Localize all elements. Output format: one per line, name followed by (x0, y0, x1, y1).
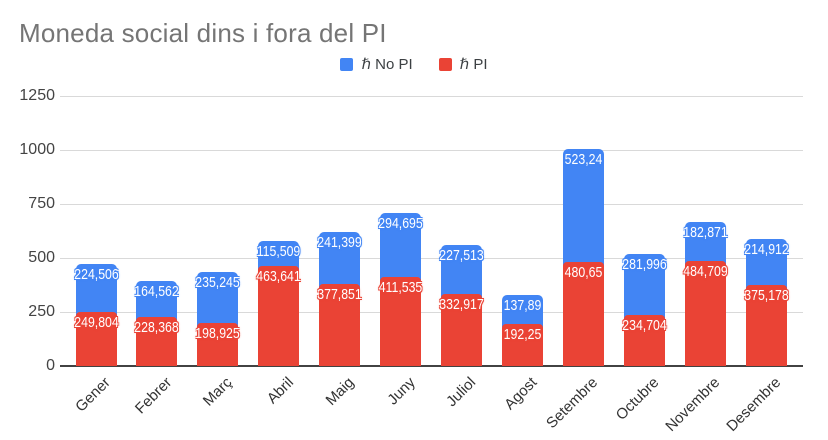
bar-segment-no-pi (684, 221, 726, 268)
gridline (60, 96, 803, 97)
stacked-bar: 182,871 484,709 (683, 221, 727, 366)
legend-swatch-blue-icon (340, 57, 354, 71)
bar-value-label-no-pi: 214,912 (743, 240, 789, 258)
bar-value-label-pi: 463,641 (256, 267, 301, 285)
gridline (60, 312, 803, 313)
stacked-bar: 115,509 463,641 (256, 240, 301, 366)
x-category-label: Octubre (612, 374, 663, 424)
bar-segment-pi (258, 265, 300, 366)
bar-value-label-pi: 192,25 (503, 326, 542, 344)
legend-swatch-red-icon (438, 57, 452, 71)
bar-value-label-pi: 234,704 (621, 317, 667, 335)
x-category-label: Setembre (543, 374, 602, 433)
bar-value-label-no-pi: 224,506 (73, 265, 119, 283)
chart-title: Moneda social dins i fora del PI (19, 18, 387, 48)
y-tick-label: 750 (28, 195, 55, 212)
bar-segment-no-pi (75, 263, 117, 319)
bar-value-label-no-pi: 241,399 (317, 234, 362, 252)
bar-value-label-pi: 228,368 (134, 318, 180, 336)
x-axis-line (60, 365, 803, 367)
bar-value-label-no-pi: 182,871 (682, 223, 728, 241)
bar-value-label-pi: 332,917 (439, 296, 484, 314)
bar-segment-pi (380, 277, 422, 366)
gridline (60, 204, 803, 205)
bar-value-label-no-pi: 281,996 (621, 256, 667, 274)
x-category-label: Gener (72, 374, 115, 416)
stacked-bar: 523,24 480,65 (562, 149, 604, 366)
bar-value-label-pi: 249,804 (73, 314, 119, 332)
bar-segment-pi (501, 324, 543, 366)
y-tick-label: 1250 (19, 87, 55, 104)
y-tick-label: 0 (46, 357, 55, 374)
x-category-label: Juny (384, 374, 419, 409)
bar-segment-pi (197, 323, 239, 366)
legend-label: ℏ PI (459, 56, 488, 73)
x-category-label: Juliol (443, 374, 480, 411)
bar-value-label-no-pi: 523,24 (564, 151, 603, 169)
bar-segment-pi (562, 262, 604, 366)
bar-value-label-pi: 377,851 (317, 286, 362, 304)
bar-value-label-pi: 375,178 (743, 286, 789, 304)
bar-value-label-no-pi: 235,245 (195, 274, 241, 292)
chart-legend: ℏ No PI ℏ PI (0, 55, 828, 73)
bar-value-label-pi: 198,925 (195, 325, 241, 343)
stacked-bar: 227,513 332,917 (439, 244, 484, 366)
stacked-bar: 137,89 192,25 (501, 294, 543, 366)
gridline (60, 150, 803, 151)
bar-segment-pi (440, 294, 482, 366)
bar-segment-pi (75, 312, 117, 366)
bar-value-label-no-pi: 115,509 (256, 242, 301, 260)
x-category-label: Febrer (131, 374, 175, 418)
bar-segment-pi (623, 315, 665, 366)
stacked-bar: 241,399 377,851 (317, 232, 362, 366)
y-tick-label: 500 (28, 249, 55, 266)
x-category-label: Març (200, 374, 236, 410)
bar-segment-no-pi (197, 272, 239, 330)
bar-segment-pi (136, 316, 178, 366)
legend-item-pi: ℏ PI (438, 55, 488, 73)
bar-value-label-no-pi: 227,513 (439, 246, 484, 264)
stacked-bar: 224,506 249,804 (74, 263, 118, 366)
legend-item-no-pi: ℏ No PI (340, 55, 413, 73)
x-category-label: Agost (501, 374, 541, 414)
stacked-bar: 294,695 411,535 (378, 213, 423, 366)
bar-value-label-pi: 411,535 (378, 279, 423, 297)
y-tick-label: 1000 (19, 141, 55, 158)
bar-value-label-no-pi: 294,695 (378, 215, 423, 233)
x-category-label: Novembre (662, 374, 724, 435)
bar-value-label-pi: 480,65 (564, 264, 603, 282)
stacked-bar: 235,245 198,925 (196, 272, 240, 366)
bar-segment-no-pi (319, 232, 361, 291)
bar-segment-no-pi (562, 149, 604, 269)
bar-segment-no-pi (623, 254, 665, 322)
stacked-bar: 214,912 375,178 (744, 238, 788, 366)
bar-value-label-no-pi: 164,562 (134, 283, 180, 301)
bar-segment-no-pi (745, 238, 787, 291)
bar-segment-pi (745, 284, 787, 366)
bar-segment-pi (684, 261, 726, 366)
bar-segment-pi (319, 284, 361, 366)
x-category-label: Abril (263, 374, 297, 408)
gridline (60, 258, 803, 259)
stacked-bar: 281,996 234,704 (622, 254, 666, 366)
bar-segment-no-pi (136, 281, 178, 323)
bar-segment-no-pi (440, 244, 482, 301)
legend-label: ℏ No PI (361, 56, 413, 73)
x-category-label: Maig (322, 374, 358, 410)
plot-area: 224,506 249,804 164,562 228,368 235,245 198,9… (60, 96, 803, 367)
bar-value-label-no-pi: 137,89 (503, 296, 542, 314)
stacked-bar: 164,562 228,368 (135, 281, 179, 366)
bar-value-label-pi: 484,709 (682, 263, 728, 281)
y-tick-label: 250 (28, 303, 55, 320)
x-category-label: Desembre (723, 374, 785, 435)
bar-segment-no-pi (380, 213, 422, 284)
